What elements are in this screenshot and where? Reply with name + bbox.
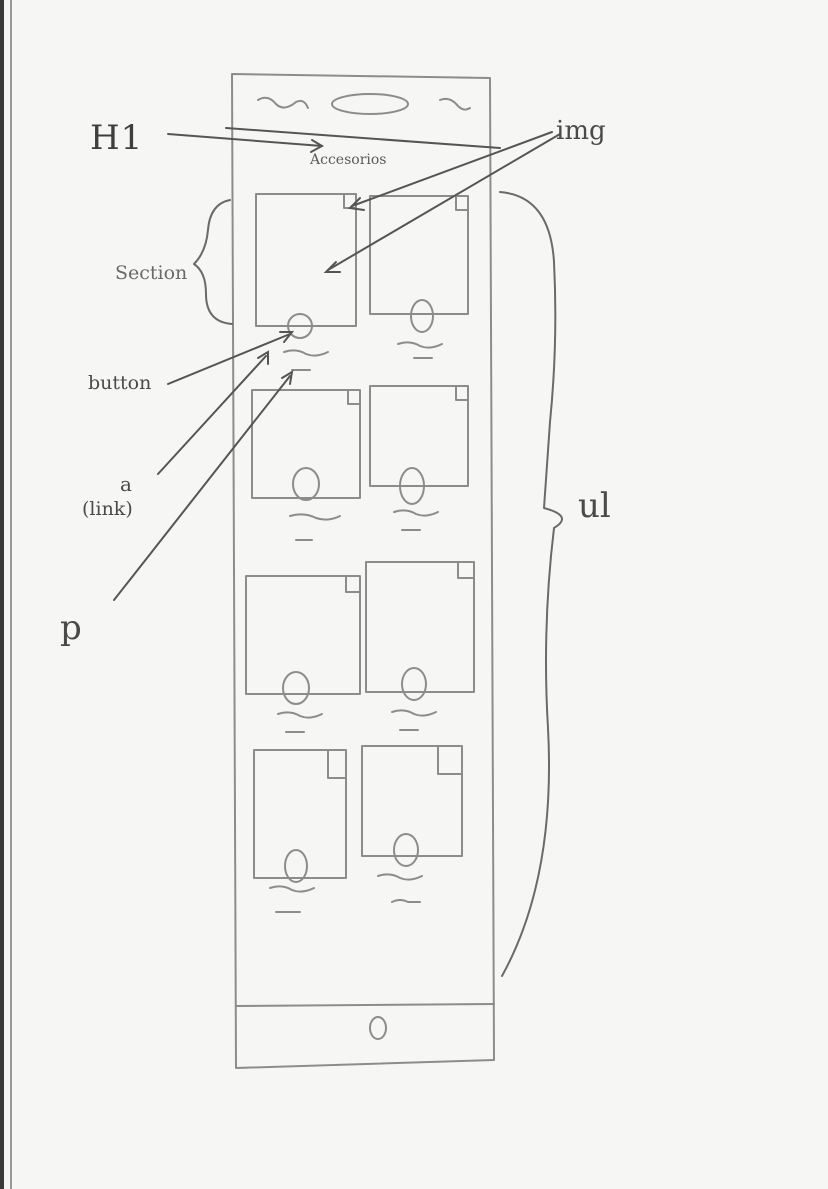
ul-brace	[499, 191, 563, 977]
product-image	[369, 195, 469, 315]
arrow-link-head	[257, 350, 269, 365]
section-brace	[193, 199, 233, 325]
arrow-img-1-head	[347, 197, 365, 211]
annotation-h1: H1	[90, 118, 144, 158]
arrow-button-head	[279, 331, 295, 343]
annotation-button: button	[88, 372, 152, 394]
product-card	[365, 561, 475, 731]
product-button	[401, 667, 427, 701]
arrow-button	[167, 333, 291, 385]
product-link	[283, 349, 329, 357]
corner-fold	[345, 575, 361, 593]
arrow-h1-line2	[225, 127, 501, 149]
product-image	[369, 385, 469, 487]
product-image	[255, 193, 357, 327]
corner-fold	[437, 745, 463, 775]
product-button	[399, 467, 425, 505]
product-link	[289, 513, 341, 521]
product-card	[369, 385, 469, 531]
paper-edge-shadow	[10, 0, 12, 1189]
product-link	[377, 873, 423, 881]
product-image	[245, 575, 361, 695]
product-card	[369, 195, 469, 359]
product-image	[365, 561, 475, 693]
paper-edge	[0, 0, 4, 1189]
product-card	[251, 389, 361, 541]
product-button	[410, 299, 434, 333]
product-button	[284, 849, 308, 883]
product-image	[251, 389, 361, 499]
annotation-img: img	[556, 116, 606, 146]
arrow-h1	[167, 133, 323, 147]
phone-outline	[231, 73, 495, 1069]
header-menu-scribble	[439, 97, 471, 111]
product-button	[282, 671, 310, 705]
corner-fold	[455, 195, 469, 211]
product-link	[393, 509, 439, 517]
header-logo-scribble	[257, 96, 309, 109]
product-button	[287, 313, 313, 339]
arrow-link	[157, 355, 267, 475]
product-card	[245, 575, 361, 733]
footer-bar	[235, 1003, 495, 1007]
product-image	[361, 745, 463, 857]
corner-fold	[457, 561, 475, 579]
page-title: Accesorios	[310, 152, 387, 168]
annotation-a: a	[120, 472, 132, 496]
annotation-section: Section	[115, 262, 188, 284]
corner-fold	[455, 385, 469, 401]
arrow-p	[113, 375, 291, 601]
product-image	[253, 749, 347, 879]
arrow-img-2-head	[323, 261, 341, 273]
product-link	[277, 711, 323, 719]
corner-fold	[347, 389, 361, 405]
footer-button	[369, 1016, 387, 1040]
product-button	[292, 467, 320, 501]
annotation-link: (link)	[82, 498, 133, 520]
product-link	[397, 341, 443, 349]
product-button	[393, 833, 419, 867]
product-card	[361, 745, 463, 903]
corner-fold	[327, 749, 347, 779]
arrow-img-2	[327, 133, 561, 271]
product-text	[391, 899, 421, 903]
product-link	[391, 709, 437, 717]
annotation-ul: ul	[578, 486, 611, 526]
annotation-p: p	[60, 608, 82, 648]
product-link	[269, 885, 315, 893]
arrow-h1-head	[310, 139, 325, 153]
product-card	[255, 193, 357, 371]
header-search-scribble	[331, 93, 409, 115]
product-card	[253, 749, 347, 913]
arrow-img-1	[351, 131, 553, 207]
arrow-p-head	[281, 370, 294, 385]
